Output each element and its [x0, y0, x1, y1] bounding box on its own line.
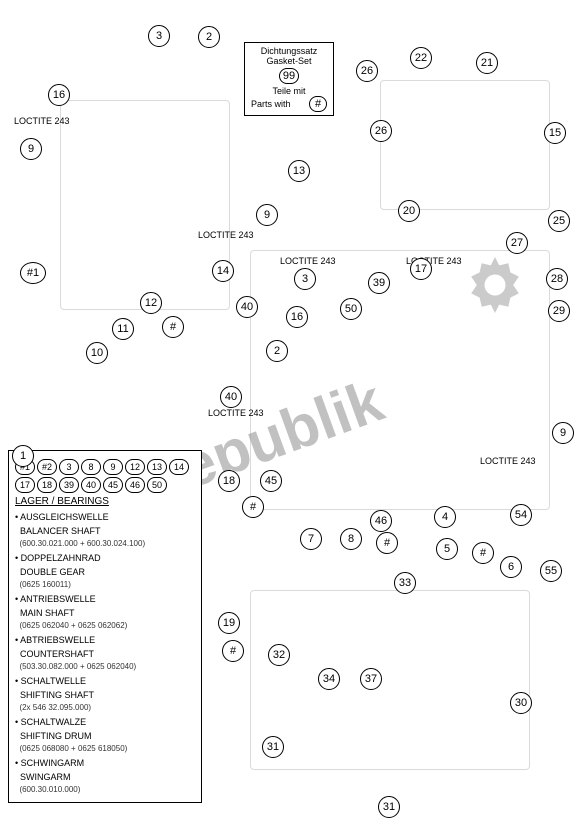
callout-40: 40: [220, 386, 242, 408]
callout-54: 54: [510, 504, 532, 526]
callout-9: 9: [256, 204, 278, 226]
legend-item: • SCHALTWELLE SHIFTING SHAFT (2x 546 32.…: [15, 675, 195, 714]
loctite-label: LOCTITE 243: [480, 456, 536, 466]
callout-15: 15: [544, 122, 566, 144]
callout-4: 4: [434, 506, 456, 528]
callout-31: 31: [262, 736, 284, 758]
loctite-label: LOCTITE 243: [280, 256, 336, 266]
callout-45: 45: [260, 470, 282, 492]
callout-46: 46: [370, 510, 392, 532]
loctite-label: LOCTITE 243: [14, 116, 70, 126]
watermark-gear-icon: [460, 250, 530, 320]
legend-item: • ABTRIEBSWELLE COUNTERSHAFT (503.30.082…: [15, 634, 195, 673]
callout-5: 5: [436, 538, 458, 560]
callout-30: 30: [510, 692, 532, 714]
callout-hash: #: [242, 496, 264, 518]
sketch-region: [380, 80, 550, 210]
callout-18: 18: [218, 470, 240, 492]
callout-16: 16: [286, 306, 308, 328]
callout-3: 3: [148, 25, 170, 47]
legend-badge: 17: [15, 477, 35, 493]
callout-12: 12: [140, 292, 162, 314]
callout-22: 22: [410, 47, 432, 69]
callout-21: 21: [476, 52, 498, 74]
legend-badge: 18: [37, 477, 57, 493]
sketch-region: [60, 100, 230, 310]
legend-row-1: #1#2389121314: [15, 459, 195, 475]
legend-row-2: 17183940454650: [15, 477, 195, 493]
legend-badge: 14: [169, 459, 189, 475]
loctite-label: LOCTITE 243: [198, 230, 254, 240]
legend-badge: 50: [147, 477, 167, 493]
legend-badge: 3: [59, 459, 79, 475]
callout-1: 1: [12, 445, 34, 467]
callout-20: 20: [398, 200, 420, 222]
callout-8: 8: [340, 528, 362, 550]
callout-2: 2: [198, 26, 220, 48]
callout-26: 26: [356, 60, 378, 82]
sketch-region: [250, 590, 530, 770]
callout-32: 32: [268, 644, 290, 666]
legend-box: #1#2389121314 17183940454650 LAGER / BEA…: [8, 450, 202, 803]
callout-26: 26: [370, 120, 392, 142]
gasket-set-box: Dichtungssatz Gasket-Set 99 Teile mit Pa…: [244, 42, 334, 116]
legend-badge: 8: [81, 459, 101, 475]
legend-badge: 39: [59, 477, 79, 493]
gasket-line3: Teile mit: [251, 86, 327, 96]
legend-badge: 40: [81, 477, 101, 493]
callout-55: 55: [540, 560, 562, 582]
gasket-line4: Parts with: [251, 99, 291, 109]
callout-25: 25: [548, 210, 570, 232]
gasket-line1: Dichtungssatz: [251, 46, 327, 56]
callout-39: 39: [368, 272, 390, 294]
gasket-line2: Gasket-Set: [251, 56, 327, 66]
callout-29: 29: [548, 300, 570, 322]
callout-16: 16: [48, 84, 70, 106]
callout-17: 17: [410, 258, 432, 280]
callout-31: 31: [378, 796, 400, 818]
callout-11: 11: [112, 318, 134, 340]
callout-14: 14: [212, 260, 234, 282]
gasket-badge-99: 99: [279, 68, 299, 84]
callout-37: 37: [360, 668, 382, 690]
callout-hash: #: [162, 316, 184, 338]
legend-item: • AUSGLEICHSWELLE BALANCER SHAFT (600.30…: [15, 511, 195, 550]
legend-item: • SCHALTWALZE SHIFTING DRUM (0625 068080…: [15, 716, 195, 755]
callout-2: 2: [266, 340, 288, 362]
callout-10: 10: [86, 342, 108, 364]
legend-item: • ANTRIEBSWELLE MAIN SHAFT (0625 062040 …: [15, 593, 195, 632]
callout-9: 9: [20, 138, 42, 160]
legend-title: LAGER / BEARINGS: [15, 495, 195, 509]
gasket-badge-hash: #: [309, 96, 327, 112]
callout-6: 6: [500, 556, 522, 578]
callout-3: 3: [294, 268, 316, 290]
legend-badge: #2: [37, 459, 57, 475]
callout-13: 13: [288, 160, 310, 182]
callout-7: 7: [300, 528, 322, 550]
legend-badge: 45: [103, 477, 123, 493]
callout-hash1: #1: [20, 262, 46, 284]
callout-28: 28: [546, 268, 568, 290]
legend-badge: 46: [125, 477, 145, 493]
legend-item: • SCHWINGARM SWINGARM (600.30.010.000): [15, 757, 195, 796]
callout-9: 9: [552, 422, 574, 444]
legend-badge: 9: [103, 459, 123, 475]
callout-hash: #: [376, 532, 398, 554]
callout-40: 40: [236, 296, 258, 318]
callout-hash: #: [222, 640, 244, 662]
loctite-label: LOCTITE 243: [208, 408, 264, 418]
callout-19: 19: [218, 612, 240, 634]
legend-item: • DOPPELZAHNRAD DOUBLE GEAR (0625 160011…: [15, 552, 195, 591]
callout-33: 33: [394, 572, 416, 594]
callout-34: 34: [318, 668, 340, 690]
legend-badge: 13: [147, 459, 167, 475]
callout-50: 50: [340, 298, 362, 320]
legend-badge: 12: [125, 459, 145, 475]
callout-27: 27: [506, 232, 528, 254]
callout-hash: #: [472, 542, 494, 564]
legend-part-list: • AUSGLEICHSWELLE BALANCER SHAFT (600.30…: [15, 511, 195, 797]
